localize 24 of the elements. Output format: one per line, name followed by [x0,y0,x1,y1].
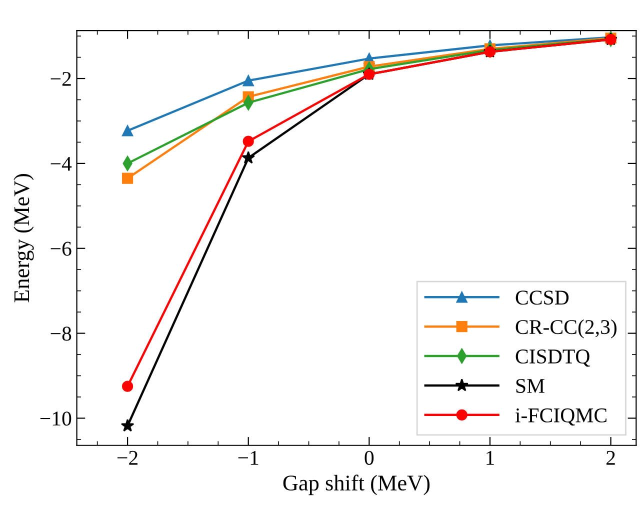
point [242,136,254,147]
legend-label: i-FCIQMC [515,408,606,426]
point [120,418,134,432]
y-axis-title: Energy (MeV) [14,174,34,302]
y-tick-label: −6 [50,242,72,256]
x-tick-label: 1 [486,450,494,465]
x-tick-label: −1 [238,450,258,465]
point [122,380,134,392]
point [122,125,134,136]
legend-label: CR-CC(2,3) [516,319,616,338]
y-tick-label: −10 [40,412,72,426]
legend-label: SM [516,378,544,393]
point [242,75,254,86]
legend-label: CISDTQ [516,350,590,367]
x-tick-label: 2 [606,450,615,465]
y-tick-label: −4 [50,156,72,171]
legend-label: CCSD [516,290,569,305]
point [242,150,255,164]
x-tick-label: 0 [364,450,374,465]
y-tick-label: −2 [50,72,71,86]
y-tick-label: −8 [50,326,72,341]
x-axis-title: Gap shift (MeV) [283,474,430,496]
point [122,172,134,184]
x-tick-label: −2 [117,450,138,465]
